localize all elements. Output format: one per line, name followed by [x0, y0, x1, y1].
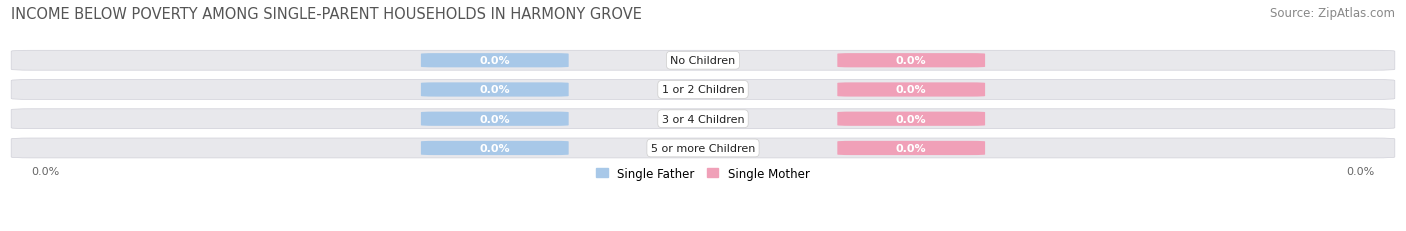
Text: 0.0%: 0.0%	[896, 85, 927, 95]
Text: 0.0%: 0.0%	[479, 85, 510, 95]
Text: 0.0%: 0.0%	[1347, 166, 1375, 176]
Text: 0.0%: 0.0%	[896, 56, 927, 66]
Text: 0.0%: 0.0%	[896, 143, 927, 153]
Text: 0.0%: 0.0%	[31, 166, 59, 176]
Legend: Single Father, Single Mother: Single Father, Single Mother	[592, 162, 814, 185]
FancyBboxPatch shape	[11, 138, 1395, 158]
Text: 0.0%: 0.0%	[479, 56, 510, 66]
Text: 1 or 2 Children: 1 or 2 Children	[662, 85, 744, 95]
FancyBboxPatch shape	[11, 80, 1395, 100]
FancyBboxPatch shape	[420, 54, 568, 68]
FancyBboxPatch shape	[11, 51, 1395, 71]
Text: 3 or 4 Children: 3 or 4 Children	[662, 114, 744, 124]
FancyBboxPatch shape	[838, 112, 986, 126]
Text: INCOME BELOW POVERTY AMONG SINGLE-PARENT HOUSEHOLDS IN HARMONY GROVE: INCOME BELOW POVERTY AMONG SINGLE-PARENT…	[11, 7, 643, 22]
FancyBboxPatch shape	[420, 83, 568, 97]
FancyBboxPatch shape	[838, 141, 986, 155]
FancyBboxPatch shape	[11, 109, 1395, 129]
FancyBboxPatch shape	[420, 112, 568, 126]
Text: 0.0%: 0.0%	[479, 114, 510, 124]
Text: 0.0%: 0.0%	[896, 114, 927, 124]
FancyBboxPatch shape	[838, 54, 986, 68]
Text: No Children: No Children	[671, 56, 735, 66]
Text: 5 or more Children: 5 or more Children	[651, 143, 755, 153]
Text: 0.0%: 0.0%	[479, 143, 510, 153]
FancyBboxPatch shape	[420, 141, 568, 155]
Text: Source: ZipAtlas.com: Source: ZipAtlas.com	[1270, 7, 1395, 20]
FancyBboxPatch shape	[838, 83, 986, 97]
